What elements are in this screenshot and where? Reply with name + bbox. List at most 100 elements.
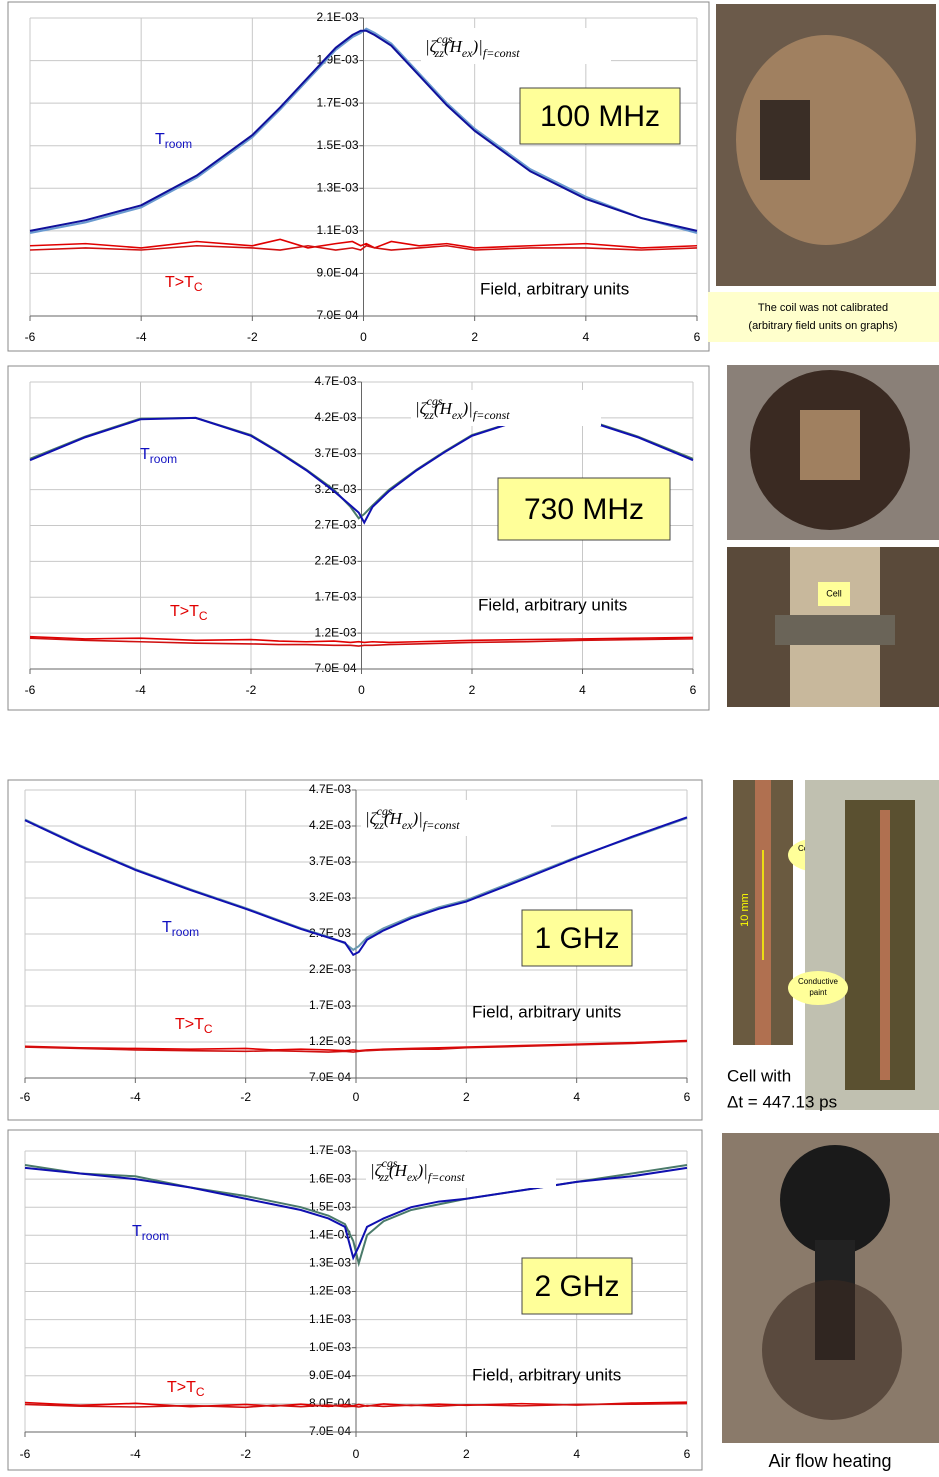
t-room-label: Troom <box>162 919 199 939</box>
x-tick-label: -6 <box>25 683 36 697</box>
y-tick-label: 9.0E-04 <box>309 1368 351 1382</box>
chart: -6 -4 -2 0 2 4 6 7.0E-04 8.0E-04 9.0E-04 1.0E-03 1.… <box>7 1129 703 1471</box>
x-tick-label: -2 <box>240 1090 251 1104</box>
formula-part: zz <box>424 408 435 422</box>
y-tick-label: 2.1E-03 <box>316 10 358 24</box>
frequency-label: 730 MHz <box>524 493 644 526</box>
t-c-label-sub: C <box>196 1385 205 1399</box>
formula-part: zz <box>379 1170 390 1184</box>
y-tick-label: 1.0E-03 <box>309 1340 351 1354</box>
paint-label: paint <box>809 988 827 997</box>
y-tick-label: 9.0E-04 <box>316 266 358 280</box>
y-tick-label: 2.2E-03 <box>314 554 356 568</box>
field-label: Field, arbitrary units <box>472 1002 621 1021</box>
coil-window <box>760 100 810 180</box>
formula-part: cgs <box>377 804 393 818</box>
formula-part: zz <box>374 818 385 832</box>
t-c-label-sub: C <box>194 280 203 294</box>
formula-part: f=const <box>428 1170 465 1184</box>
x-tick-label: 0 <box>353 1090 360 1104</box>
t-c-label-main: T>T <box>175 1016 204 1033</box>
x-tick-label: -4 <box>136 330 147 344</box>
series-line <box>29 637 694 647</box>
x-tick-label: 6 <box>690 683 697 697</box>
y-tick-label: 3.2E-03 <box>309 890 351 904</box>
x-tick-label: -6 <box>25 330 36 344</box>
y-tick-label: 1.5E-03 <box>309 1199 351 1213</box>
y-tick-label: 1.1E-03 <box>316 223 358 237</box>
x-tick-label: 0 <box>358 683 365 697</box>
formula-part: )| <box>417 1161 428 1180</box>
note-line: (arbitrary field units on graphs) <box>748 320 897 332</box>
formula-part: |ζ <box>370 1161 383 1180</box>
frequency-box <box>521 1257 633 1315</box>
y-tick-label: 4.2E-03 <box>309 818 351 832</box>
t-c-label: T>TC <box>167 1379 205 1399</box>
x-tick-label: 4 <box>582 330 589 344</box>
x-tick-label: 2 <box>469 683 476 697</box>
formula-part: (H <box>444 37 464 56</box>
paint-label: Conductive <box>798 977 839 986</box>
t-c-label-main: T>T <box>167 1379 196 1396</box>
formula-part: |ζ <box>425 37 438 56</box>
frequency-label: 2 GHz <box>534 1270 619 1303</box>
series-line <box>29 29 698 232</box>
x-tick-label: -6 <box>20 1447 31 1461</box>
x-tick-label: -4 <box>135 683 146 697</box>
t-c-label: T>TC <box>165 274 203 294</box>
t-c-label: T>TC <box>175 1016 213 1036</box>
paint-bubble <box>788 971 848 1005</box>
x-tick-label: 2 <box>471 330 478 344</box>
formula: |ζcgs zz(Hex)|f=const <box>370 1156 465 1184</box>
t-room-label-sub: room <box>142 1229 169 1243</box>
series-line <box>29 244 698 251</box>
series-line <box>24 1402 688 1409</box>
frequency-label: 1 GHz <box>534 922 619 955</box>
y-tick-label: 1.2E-03 <box>314 625 356 639</box>
x-tick-label: 4 <box>573 1090 580 1104</box>
x-tick-label: -2 <box>247 330 258 344</box>
t-room-label-main: T <box>132 1223 142 1240</box>
formula-part: (H <box>434 399 454 418</box>
y-tick-label: 4.7E-03 <box>314 374 356 388</box>
formula-part: cgs <box>427 394 443 408</box>
note-box <box>708 292 939 342</box>
y-tick-label: 2.7E-03 <box>309 926 351 940</box>
series-line <box>24 816 688 957</box>
y-tick-label: 1.7E-03 <box>309 998 351 1012</box>
frequency-box <box>497 477 671 541</box>
formula-bg <box>361 800 551 836</box>
y-tick-label: 1.2E-03 <box>309 1284 351 1298</box>
formula-part: ex <box>452 408 463 422</box>
x-tick-label: 0 <box>360 330 367 344</box>
formula-part: f=const <box>423 818 460 832</box>
cell-strip <box>775 615 895 645</box>
x-tick-label: -4 <box>130 1090 141 1104</box>
y-tick-label: 4.2E-03 <box>314 410 356 424</box>
cell-caption: Cell with <box>727 1066 791 1085</box>
coil-shape <box>762 1280 902 1420</box>
dryer <box>780 1145 890 1255</box>
t-c-label-main: T>T <box>170 603 199 620</box>
formula-part: |ζ <box>365 809 378 828</box>
y-tick-label: 3.7E-03 <box>314 446 356 460</box>
formula-part: ex <box>462 46 473 60</box>
formula-part: )| <box>462 399 473 418</box>
x-tick-label: 4 <box>579 683 586 697</box>
formula-bg <box>411 390 601 426</box>
chart: -6 -4 -2 0 2 4 6 7.0E-04 9.0E-04 1.1E-03 1.3E-03 1.… <box>7 1 710 352</box>
x-tick-label: 0 <box>353 1447 360 1461</box>
formula-part: )| <box>472 37 483 56</box>
t-room-label-main: T <box>162 919 172 936</box>
coil-shape <box>736 35 916 245</box>
frequency-box <box>521 909 633 967</box>
y-tick-label: 7.0E-04 <box>309 1424 351 1438</box>
t-room-label-sub: room <box>165 137 192 151</box>
formula-part: cgs <box>382 1156 398 1170</box>
formula: |ζcgs zz(Hex)|f=const <box>365 804 460 832</box>
cell-tag: Cell <box>826 588 842 598</box>
t-c-label-main: T>T <box>165 274 194 291</box>
x-tick-label: 2 <box>463 1090 470 1104</box>
y-tick-label: 1.6E-03 <box>309 1171 351 1185</box>
formula-bg <box>366 1152 556 1188</box>
